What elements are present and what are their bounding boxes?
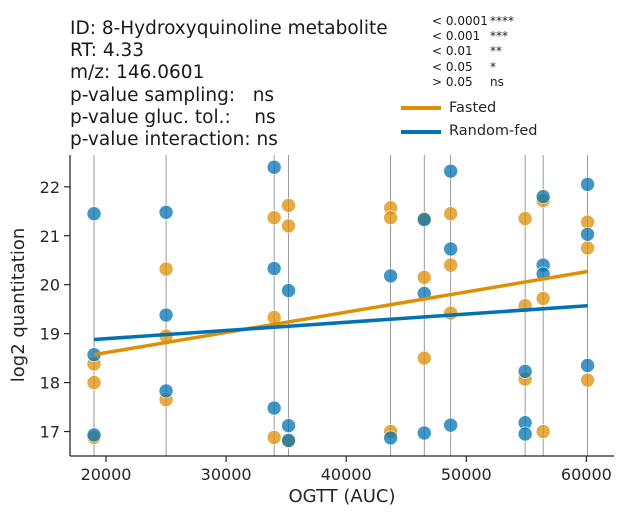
sig-code-2: **: [490, 44, 502, 58]
point-random-fed-22: [517, 426, 533, 442]
point-random-fed-16: [416, 425, 432, 441]
point-fasted-10: [281, 218, 296, 234]
y-tick-label-3: 20: [40, 276, 60, 295]
y-tick-label-0: 17: [40, 423, 60, 442]
point-random-fed-23: [535, 189, 551, 204]
point-fasted-16: [416, 270, 432, 285]
header-pvalue-gluc-tol: p-value gluc. tol.: ns: [70, 107, 276, 128]
trend-line-fasted: [93, 269, 588, 357]
point-fasted-13: [383, 210, 398, 225]
vertical-guides: [93, 155, 588, 456]
point-random-fed-2: [86, 427, 102, 443]
y-tick-label-2: 19: [40, 325, 60, 344]
sig-code-3: *: [490, 60, 496, 74]
point-random-fed-4: [158, 307, 174, 323]
point-fasted-18: [443, 206, 458, 222]
point-fasted-26: [535, 424, 551, 439]
point-random-fed-3: [158, 204, 174, 220]
point-random-fed-19: [443, 417, 458, 433]
x-tick-label-2: 40000: [321, 465, 372, 484]
sig-code-1: ***: [490, 29, 508, 43]
point-random-fed-26: [580, 177, 595, 192]
point-fasted-17: [416, 350, 432, 366]
header-pvalue-interaction: p-value interaction: ns: [70, 129, 278, 150]
y-axis-label: log2 quantitation: [8, 228, 29, 383]
sig-threshold-2: < 0.01: [432, 44, 473, 58]
legend-swatch-fasted: [401, 106, 441, 110]
header-mz: m/z: 146.0601: [70, 62, 205, 83]
point-random-fed-20: [517, 364, 533, 379]
data-points: [86, 159, 595, 449]
sig-code-0: ****: [490, 14, 514, 28]
point-random-fed-8: [266, 400, 282, 416]
point-fasted-28: [580, 240, 595, 256]
legend-label-fasted: Fasted: [449, 100, 497, 116]
point-fasted-1: [86, 375, 102, 390]
y-tick-label-5: 22: [40, 178, 60, 197]
point-fasted-27: [580, 214, 595, 230]
x-tick-label-4: 60000: [561, 465, 612, 484]
sig-threshold-0: < 0.0001: [432, 14, 488, 28]
header-pvalue-sampling: p-value sampling: ns: [70, 85, 275, 106]
sig-threshold-1: < 0.001: [432, 29, 481, 43]
y-ticks: 17 18 19 20 21 22: [40, 178, 70, 442]
x-axis-label: OGTT (AUC): [289, 486, 396, 507]
point-random-fed-5: [158, 383, 174, 399]
point-fasted-29: [580, 372, 595, 388]
point-fasted-9: [281, 198, 296, 213]
point-random-fed-28: [580, 358, 595, 373]
legend-label-random-fed: Random-fed: [449, 123, 538, 139]
point-fasted-8: [266, 430, 282, 445]
point-random-fed-11: [281, 433, 296, 448]
sig-code-4: ns: [490, 75, 504, 89]
x-tick-label-0: 20000: [81, 465, 132, 484]
x-ticks: 20000 30000 40000 50000 60000: [81, 456, 612, 484]
point-fasted-21: [517, 211, 533, 226]
point-random-fed-27: [580, 226, 595, 242]
y-tick-label-1: 18: [40, 374, 60, 393]
point-fasted-6: [266, 210, 282, 225]
trend-lines: [93, 269, 588, 357]
point-fasted-19: [443, 257, 458, 273]
y-tick-label-4: 21: [40, 227, 60, 246]
point-random-fed-0: [86, 206, 102, 222]
sig-threshold-4: > 0.05: [432, 75, 473, 89]
point-random-fed-9: [281, 283, 296, 298]
x-tick-label-1: 30000: [201, 465, 252, 484]
point-random-fed-18: [443, 241, 458, 257]
point-random-fed-14: [416, 212, 432, 227]
header-rt: RT: 4.33: [70, 40, 145, 61]
sig-threshold-3: < 0.05: [432, 60, 473, 74]
trend-line-random-fed: [93, 303, 588, 342]
point-random-fed-17: [443, 163, 458, 179]
point-random-fed-10: [281, 418, 296, 433]
point-random-fed-7: [266, 261, 282, 276]
point-fasted-25: [535, 291, 551, 306]
point-random-fed-13: [383, 430, 398, 446]
axes: [69, 155, 614, 457]
point-random-fed-6: [266, 159, 282, 175]
header-id: ID: 8-Hydroxyquinoline metabolite: [70, 18, 388, 39]
x-tick-label-3: 50000: [441, 465, 492, 484]
point-fasted-3: [158, 261, 174, 277]
point-random-fed-12: [383, 268, 398, 284]
legend-swatch-random-fed: [401, 130, 441, 134]
